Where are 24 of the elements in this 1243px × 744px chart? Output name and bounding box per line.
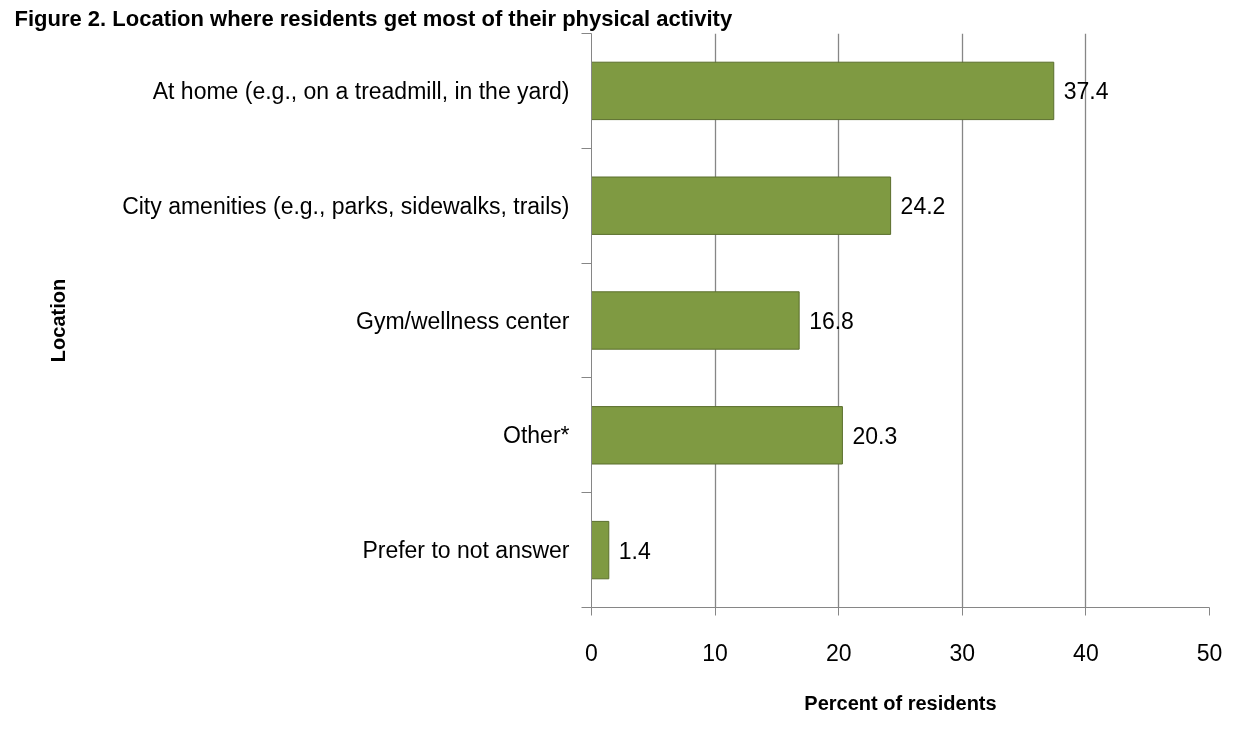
y-axis-title: Location: [47, 278, 70, 363]
text: Figure 2. Location where residents get most of their physical activity: [14, 5, 733, 31]
data-label: 24.2: [900, 193, 946, 220]
x-tick-label: 10: [702, 639, 728, 666]
y-tick-label: Other*: [503, 422, 570, 449]
y-tick-label: Prefer to not answer: [362, 537, 570, 564]
bar: [591, 61, 1055, 121]
x-axis-title: Percent of residents: [804, 691, 997, 714]
y-tick-label: City amenities (e.g., parks, sidewalks, trails): [122, 192, 570, 219]
y-tick-label: At home (e.g., on a treadmill, in the yard): [152, 77, 570, 104]
data-label: 1.4: [618, 537, 651, 564]
bar: [591, 520, 610, 580]
data-label: 37.4: [1063, 78, 1109, 105]
data-label: 20.3: [852, 422, 898, 449]
x-tick-label: 40: [1073, 639, 1099, 666]
x-tick-label: 50: [1196, 639, 1223, 666]
bar: [591, 291, 800, 350]
x-tick-label: 20: [825, 639, 852, 666]
y-tick-label: Gym/wellness center: [356, 307, 570, 334]
x-tick-label: 0: [585, 639, 598, 666]
bar: [591, 176, 892, 235]
data-label: 16.8: [809, 308, 854, 334]
x-tick-label: 30: [949, 639, 976, 666]
bar: [591, 406, 843, 465]
